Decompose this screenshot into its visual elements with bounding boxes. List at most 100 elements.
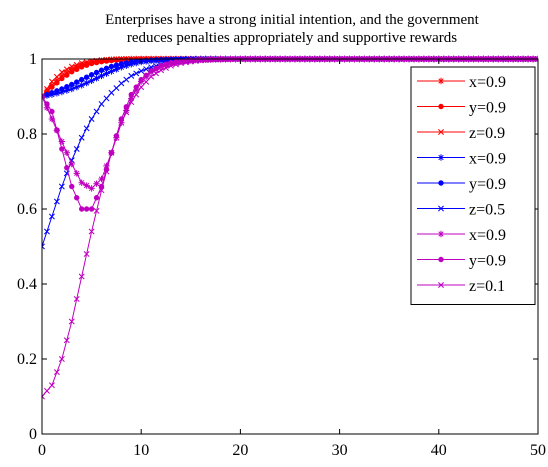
series-6-marker-14 bbox=[103, 95, 110, 102]
series-6-marker-10 bbox=[83, 125, 90, 132]
series-9-marker-3 bbox=[48, 382, 55, 389]
series-7-marker-19 bbox=[128, 95, 135, 102]
y-tick-label-5: 0.8 bbox=[17, 126, 37, 143]
series-9-marker-28 bbox=[172, 61, 179, 68]
series-8-marker-6 bbox=[64, 165, 70, 171]
series-6-marker-21 bbox=[138, 68, 145, 74]
y-tick-label-1: 0 bbox=[29, 426, 37, 443]
series-5-marker-24 bbox=[153, 57, 159, 63]
legend-marker-3 bbox=[438, 129, 444, 135]
series-9-marker-6 bbox=[63, 337, 70, 344]
series-9-marker-13 bbox=[98, 187, 105, 194]
y-tick-label-3: 0.4 bbox=[17, 276, 37, 293]
series-5-marker-8 bbox=[74, 79, 80, 85]
series-9-marker-1 bbox=[42, 393, 45, 400]
series-7-marker-7 bbox=[68, 160, 75, 168]
legend-marker-8 bbox=[438, 256, 444, 263]
x-tick-label-4: 30 bbox=[332, 442, 348, 459]
series-5-marker-3 bbox=[49, 90, 55, 96]
series-5-marker-15 bbox=[108, 63, 115, 70]
series-5-marker-5 bbox=[59, 86, 65, 92]
series-3-marker-14 bbox=[103, 56, 110, 63]
series-8-marker-22 bbox=[143, 72, 149, 79]
series-2-marker-5 bbox=[59, 75, 65, 82]
series-8-marker-23 bbox=[148, 68, 154, 74]
series-6-marker-1 bbox=[42, 243, 45, 250]
series-4-marker-14 bbox=[103, 70, 110, 77]
series-6-marker-3 bbox=[48, 213, 55, 220]
legend-marker-1 bbox=[437, 77, 445, 85]
series-6-marker-15 bbox=[108, 89, 115, 96]
series-5-marker-20 bbox=[133, 58, 139, 65]
legend-item-1: x=0.9 bbox=[417, 74, 506, 91]
series-3-marker-2 bbox=[44, 86, 50, 92]
series-8-marker-20 bbox=[133, 84, 139, 90]
series-8-marker-21 bbox=[138, 76, 144, 83]
legend-item-9: z=0.1 bbox=[417, 278, 505, 295]
series-9-marker-4 bbox=[53, 369, 60, 376]
series-9-marker-17 bbox=[118, 119, 125, 126]
series-9-marker-18 bbox=[123, 109, 130, 116]
series-5-marker-13 bbox=[98, 67, 105, 73]
series-4-marker-15 bbox=[108, 68, 115, 75]
series-5-marker-6 bbox=[64, 84, 70, 90]
series-6-marker-18 bbox=[123, 76, 130, 83]
legend-label-7: x=0.9 bbox=[469, 227, 506, 244]
legend-label-9: z=0.1 bbox=[469, 278, 505, 295]
series-4-marker-17 bbox=[118, 64, 125, 71]
legend-label-2: y=0.9 bbox=[469, 100, 506, 117]
series-7-marker-2 bbox=[43, 104, 51, 111]
series-3-marker-10 bbox=[83, 59, 90, 66]
series-7-marker-3 bbox=[48, 115, 56, 123]
series-6-marker-17 bbox=[118, 80, 125, 87]
series-4-marker-10 bbox=[83, 79, 90, 87]
series-8-marker-2 bbox=[44, 101, 50, 107]
y-tick-label-2: 0.2 bbox=[17, 351, 37, 368]
series-9-marker-11 bbox=[88, 228, 95, 235]
series-9-marker-36 bbox=[212, 56, 219, 63]
series-6-marker-9 bbox=[78, 134, 85, 141]
series-5-marker-11 bbox=[88, 72, 95, 78]
series-2-marker-6 bbox=[64, 72, 70, 78]
series-9-marker-25 bbox=[158, 67, 164, 74]
series-6-marker-19 bbox=[128, 72, 135, 79]
series-9-marker-5 bbox=[58, 356, 65, 362]
series-4-marker-18 bbox=[123, 62, 130, 69]
series-9-marker-20 bbox=[133, 91, 140, 98]
series-9-marker-8 bbox=[73, 296, 80, 302]
series-8-marker-33 bbox=[198, 57, 204, 63]
series-6-marker-11 bbox=[88, 116, 95, 122]
series-7-marker-20 bbox=[133, 86, 140, 94]
series-6-marker-5 bbox=[58, 183, 65, 190]
legend-item-2: y=0.9 bbox=[417, 100, 506, 117]
legend-item-5: y=0.9 bbox=[417, 176, 506, 193]
x-tick-label-2: 10 bbox=[133, 442, 149, 459]
series-9-marker-23 bbox=[148, 73, 155, 80]
legend-marker-9 bbox=[438, 282, 444, 288]
legend-item-3: z=0.9 bbox=[417, 125, 505, 142]
series-4-marker-13 bbox=[98, 72, 105, 80]
series-5-marker-10 bbox=[83, 74, 90, 80]
series-9-marker-35 bbox=[207, 56, 214, 63]
chart-title-line-2: reduces penalties appropriately and supp… bbox=[127, 30, 457, 46]
series-5-marker-19 bbox=[128, 59, 134, 65]
legend-label-6: z=0.5 bbox=[469, 202, 505, 219]
legend-marker-4 bbox=[437, 154, 445, 161]
series-6-marker-2 bbox=[44, 228, 50, 235]
series-5-marker-18 bbox=[123, 60, 130, 66]
legend-label-8: y=0.9 bbox=[469, 253, 506, 270]
series-9-marker-24 bbox=[153, 70, 160, 77]
series-8-marker-5 bbox=[59, 146, 65, 152]
series-8-marker-12 bbox=[93, 195, 100, 201]
series-2-marker-3 bbox=[49, 84, 55, 90]
series-8-marker-7 bbox=[69, 183, 75, 190]
series-4-marker-16 bbox=[113, 66, 120, 73]
series-9-marker-31 bbox=[187, 58, 194, 65]
series-9-marker-2 bbox=[44, 387, 50, 394]
series-9-marker-27 bbox=[168, 62, 174, 69]
series-7-marker-11 bbox=[88, 185, 95, 192]
series-5-marker-25 bbox=[158, 57, 164, 63]
series-8-marker-3 bbox=[49, 108, 55, 115]
